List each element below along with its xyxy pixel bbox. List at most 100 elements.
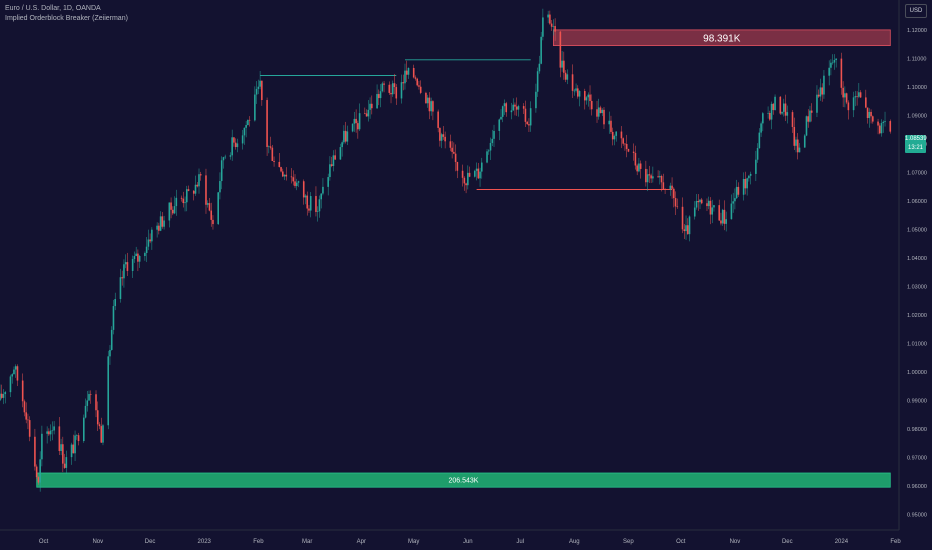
candle-body xyxy=(550,23,553,27)
candle-body xyxy=(112,306,115,330)
candle-body xyxy=(564,72,567,80)
candle-body xyxy=(233,137,235,143)
candle-body xyxy=(173,206,176,214)
candle-body xyxy=(48,431,50,435)
candle-body xyxy=(439,127,441,141)
price-tick-label: 1.10000 xyxy=(907,85,927,91)
symbol-title[interactable]: Euro / U.S. Dollar, 1D, OANDA xyxy=(5,5,101,12)
candle-body xyxy=(180,197,183,199)
candle-body xyxy=(498,119,501,131)
candle-body xyxy=(467,172,469,186)
candle-body xyxy=(378,94,380,99)
candle-body xyxy=(334,155,336,160)
candle-body xyxy=(721,209,724,224)
indicator-title[interactable]: Implied Orderblock Breaker (Zeiierman) xyxy=(5,15,128,22)
candle-body xyxy=(428,97,431,112)
candle-body xyxy=(474,170,476,177)
time-tick-label: Apr xyxy=(357,539,366,545)
candle-body xyxy=(261,80,263,101)
bullish-orderblock-zone xyxy=(36,472,891,488)
candle-body xyxy=(306,195,309,209)
candle-body xyxy=(351,123,354,132)
candle-body xyxy=(734,198,736,202)
candle-body xyxy=(245,125,247,128)
candle-body xyxy=(522,106,525,109)
candle-body xyxy=(639,163,642,169)
candle-body xyxy=(535,91,537,109)
candle-body xyxy=(444,136,446,142)
candle-body xyxy=(383,83,385,85)
time-tick-label: 2023 xyxy=(198,539,212,545)
candle-body xyxy=(489,142,492,151)
candle-body xyxy=(158,225,160,231)
candle-body xyxy=(517,106,520,110)
candle-body xyxy=(34,436,36,467)
candle-body xyxy=(51,430,54,432)
candle-body xyxy=(819,87,822,97)
candle-body xyxy=(344,130,347,142)
candle-body xyxy=(856,96,858,97)
candle-body xyxy=(46,431,48,434)
candle-body xyxy=(121,277,123,279)
candle-body xyxy=(283,174,286,177)
candle-body xyxy=(309,196,312,211)
candle-body xyxy=(503,103,506,107)
candle-body xyxy=(725,219,727,224)
candle-body xyxy=(432,101,434,112)
candle-body xyxy=(126,262,129,271)
candle-body xyxy=(870,111,872,117)
candle-body xyxy=(742,178,745,195)
candle-body xyxy=(268,146,270,147)
candle-body xyxy=(35,466,38,478)
candle-body xyxy=(416,78,419,86)
candle-body xyxy=(124,262,127,265)
candle-body xyxy=(315,196,317,212)
candle-body xyxy=(782,103,785,112)
candle-body xyxy=(297,181,300,183)
candle-body xyxy=(412,67,415,78)
candle-body xyxy=(686,225,689,235)
candle-body xyxy=(659,176,661,178)
candle-body xyxy=(501,106,504,117)
candle-body xyxy=(151,229,153,242)
time-axis[interactable]: Oct Nov Dec 2023 Feb Mar Apr May Jun Jul Aug Sep Oct… xyxy=(39,539,901,545)
candle-body xyxy=(453,151,455,154)
candle-body xyxy=(528,124,530,126)
candle-body xyxy=(795,139,797,146)
candle-body xyxy=(98,424,101,427)
candle-body xyxy=(63,463,66,468)
candle-body xyxy=(280,167,282,172)
candle-body xyxy=(341,142,343,148)
candle-body xyxy=(803,135,806,148)
candle-body xyxy=(608,120,611,125)
candle-body xyxy=(723,209,726,224)
candle-body xyxy=(82,417,85,442)
candle-body xyxy=(425,92,427,104)
candle-body xyxy=(365,113,368,117)
candle-body xyxy=(597,107,600,117)
candle-body xyxy=(781,111,783,114)
candle-body xyxy=(791,112,794,127)
candle-body xyxy=(194,184,197,194)
candle-body xyxy=(599,107,602,114)
candle-body xyxy=(524,108,527,122)
candle-body xyxy=(302,181,305,198)
candle-body xyxy=(711,207,714,215)
candle-body xyxy=(540,36,542,64)
bearish-zone-volume-label: 98.391K xyxy=(703,33,741,44)
price-tick-label: 0.98000 xyxy=(907,427,927,433)
candle-body xyxy=(461,170,464,178)
candle-body xyxy=(515,106,518,110)
candle-body xyxy=(449,141,452,148)
candle-body xyxy=(95,394,97,411)
candle-body xyxy=(845,93,848,103)
candle-body xyxy=(145,246,148,253)
candle-body xyxy=(840,58,843,88)
candle-body xyxy=(172,209,174,214)
price-tick-label: 1.07000 xyxy=(907,170,927,176)
candle-body xyxy=(133,256,136,259)
currency-button[interactable]: USD xyxy=(905,4,927,18)
candle-body xyxy=(796,139,799,153)
